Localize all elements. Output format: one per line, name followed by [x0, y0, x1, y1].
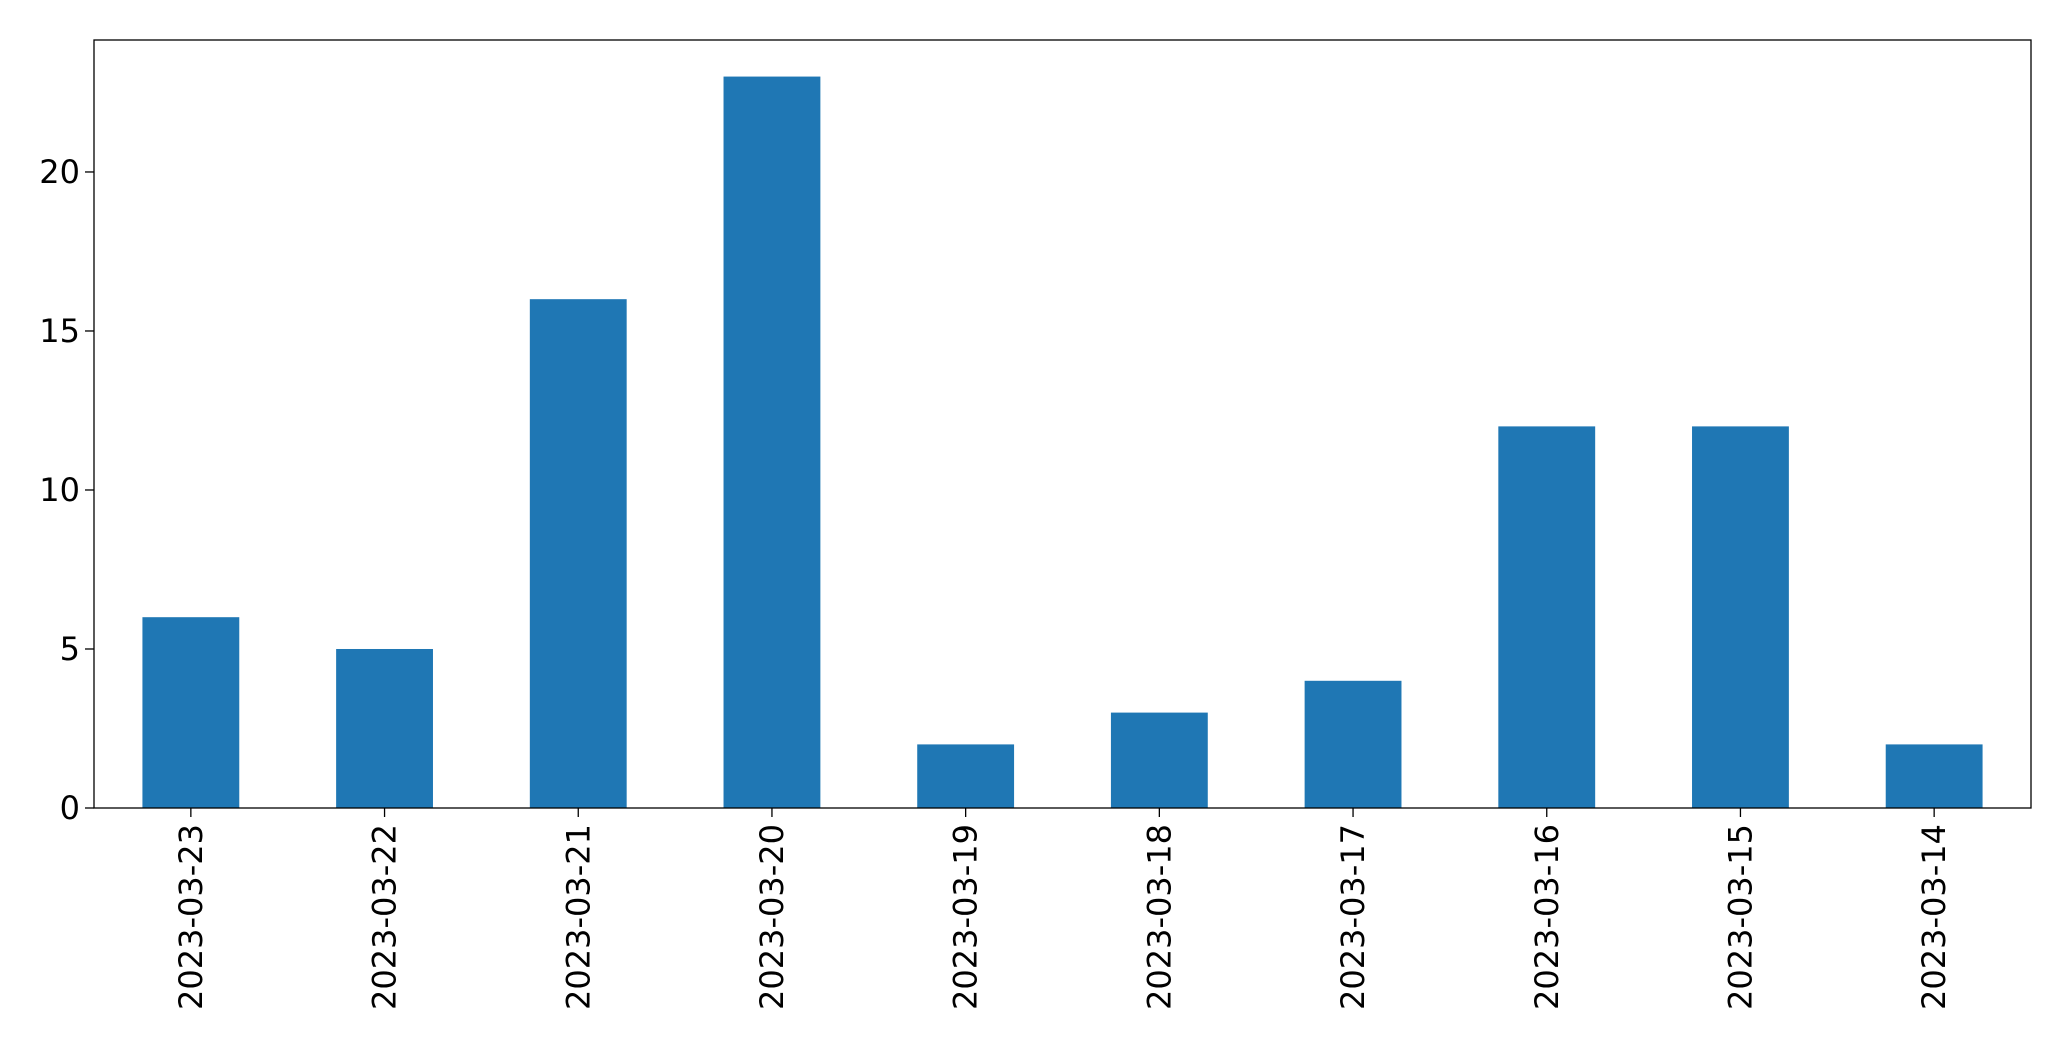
bar [1110, 712, 1208, 808]
bar [1885, 744, 1983, 808]
bar [917, 744, 1015, 808]
bar [1498, 426, 1596, 808]
axes-frame [93, 39, 2032, 809]
x-tick-label: 2023-03-22 [366, 824, 404, 1010]
y-tick-label: 0 [60, 789, 80, 827]
x-tick-label: 2023-03-21 [559, 824, 597, 1010]
x-tick-label: 2023-03-16 [1528, 824, 1566, 1010]
y-tick-label: 20 [39, 153, 80, 191]
bar [529, 299, 627, 808]
bar [1692, 426, 1789, 808]
bar [723, 76, 821, 809]
x-tick-label: 2023-03-14 [1915, 824, 1953, 1010]
bar [142, 617, 240, 808]
x-tick-label: 2023-03-18 [1140, 824, 1178, 1010]
x-tick-label: 2023-03-20 [753, 824, 791, 1010]
x-tick-label: 2023-03-15 [1721, 824, 1759, 1010]
y-tick-label: 10 [39, 471, 80, 509]
plot-area [142, 76, 1983, 809]
y-tick-label: 15 [39, 312, 80, 350]
y-tick-label: 5 [60, 630, 80, 668]
x-tick-label: 2023-03-17 [1334, 824, 1372, 1010]
x-tick-label: 2023-03-23 [172, 824, 210, 1010]
x-tick-label: 2023-03-19 [947, 824, 985, 1010]
bar [1304, 680, 1402, 808]
bar [336, 648, 433, 808]
